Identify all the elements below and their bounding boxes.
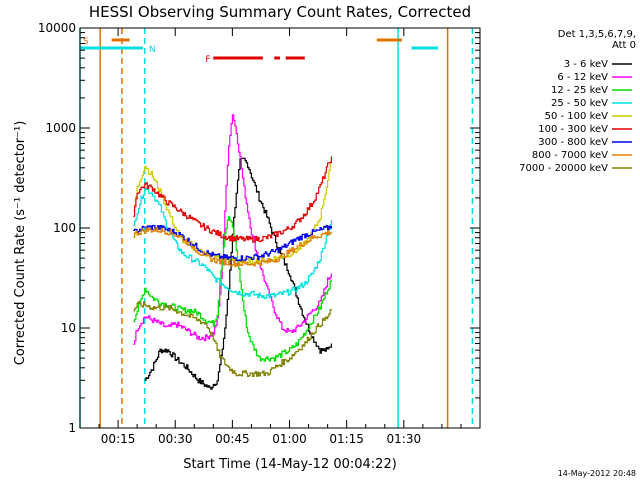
y-tick-label: 100 [53,221,76,235]
x-axis-label: Start Time (14-May-12 00:04:22) [183,457,397,472]
plot-frame [79,27,481,429]
x-tick-label: 01:15 [329,432,364,446]
y-tick-label: 10000 [38,21,76,35]
series-line [133,301,332,377]
legend-header: Det 1,3,5,6,7,9, [558,29,636,40]
series-line [133,114,332,345]
flag-bars: S N F [80,37,439,65]
legend-label: 7000 - 20000 keV [519,163,608,174]
legend-label: 100 - 300 keV [538,124,608,135]
legend-label: 50 - 100 keV [545,111,609,122]
legend-label: 800 - 7000 keV [532,150,608,161]
series-line [133,224,332,262]
y-tick-label: 10 [61,321,76,335]
series-line [144,157,332,390]
x-tick-label: 00:15 [101,432,136,446]
series-line [133,156,332,243]
series-line [133,226,332,268]
legend-label: 12 - 25 keV [551,85,608,96]
y-axis-label: Corrected Count Rate (s⁻¹ detector⁻¹) [13,121,28,366]
legend-label: 300 - 800 keV [538,137,608,148]
legend: Det 1,3,5,6,7,9,Att 0 3 - 6 keV 6 - 12 keV… [519,29,636,174]
legend-header: Att 0 [612,40,636,51]
timestamp-stamp: 14-May-2012 20:48 [558,469,636,478]
plot-area [79,28,474,428]
chart-title: HESSI Observing Summary Count Rates, Cor… [89,3,471,21]
flag-label: N [149,45,156,55]
y-tick-label: 1 [68,421,76,435]
y-tick-label: 1000 [45,121,76,135]
x-tick-label: 01:30 [387,432,422,446]
flag-label: F [205,55,210,65]
flag-label: S [83,37,89,47]
y-axis: 1 10 100 1000 10000 [38,21,480,435]
x-tick-label: 01:00 [272,432,307,446]
legend-label: 3 - 6 keV [564,59,608,70]
legend-label: 25 - 50 keV [551,98,608,109]
series-line [133,158,332,265]
series-line [133,188,332,299]
x-axis: 00:15 00:30 00:45 01:00 01:15 01:30 [98,28,462,446]
x-tick-label: 00:45 [215,432,250,446]
legend-label: 6 - 12 keV [557,72,608,83]
x-tick-label: 00:30 [158,432,193,446]
